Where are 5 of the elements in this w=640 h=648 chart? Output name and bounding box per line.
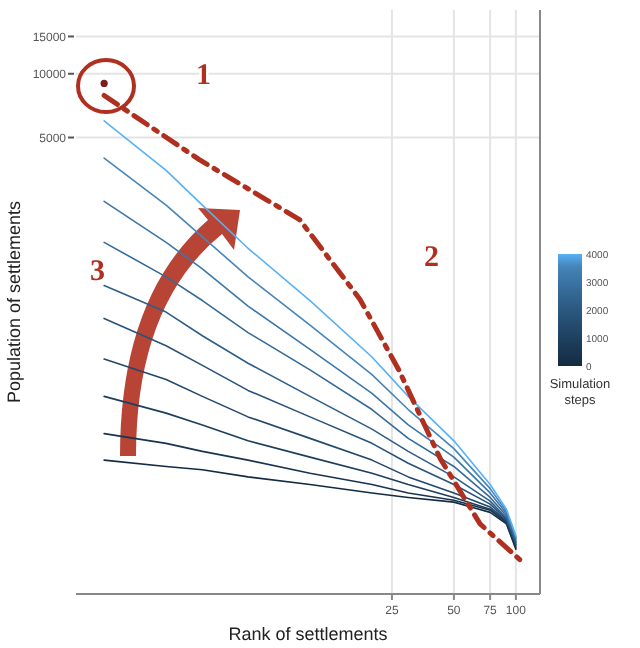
annotation: 1: [196, 60, 211, 92]
y-axis-title: Population of settlements: [4, 199, 24, 404]
x-axis-title: Rank of settlements: [228, 624, 389, 644]
annotation: 3: [90, 256, 105, 288]
annotation: 2: [424, 242, 439, 274]
